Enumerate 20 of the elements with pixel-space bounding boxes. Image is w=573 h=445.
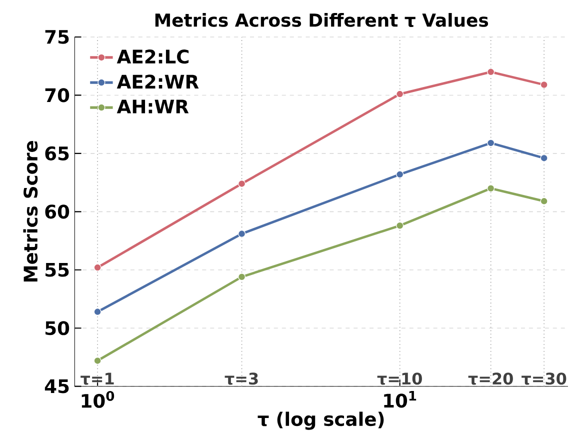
legend-label: AE2:LC [116, 50, 189, 64]
y-tick-label: 50 [46, 321, 70, 336]
legend-label: AH:WR [116, 100, 189, 114]
y-tick-label: 45 [44, 379, 69, 394]
y-axis-title: Metrics Score [23, 141, 38, 282]
y-tick-label: 65 [45, 146, 69, 160]
x-tick-label: 10$^{0}$ [82, 391, 114, 408]
chart-title: Metrics Across Different τ Values [155, 13, 488, 27]
x-axis-title: τ (log scale) [258, 412, 384, 430]
ref-line-label: τ=10 [377, 372, 422, 385]
ref-line-label: τ=3 [224, 372, 258, 385]
ref-line-label: τ=20 [468, 372, 513, 385]
ref-line-label: τ=1 [80, 372, 114, 385]
y-tick-label: 55 [46, 262, 69, 277]
legend-label: AE2:WR [116, 74, 199, 88]
y-tick-label: 70 [45, 88, 70, 102]
ref-line-label: τ=30 [522, 372, 566, 385]
y-tick-label: 75 [45, 30, 69, 44]
y-tick-label: 60 [45, 204, 70, 219]
x-tick-label: 10$^{1}$ [384, 391, 416, 408]
